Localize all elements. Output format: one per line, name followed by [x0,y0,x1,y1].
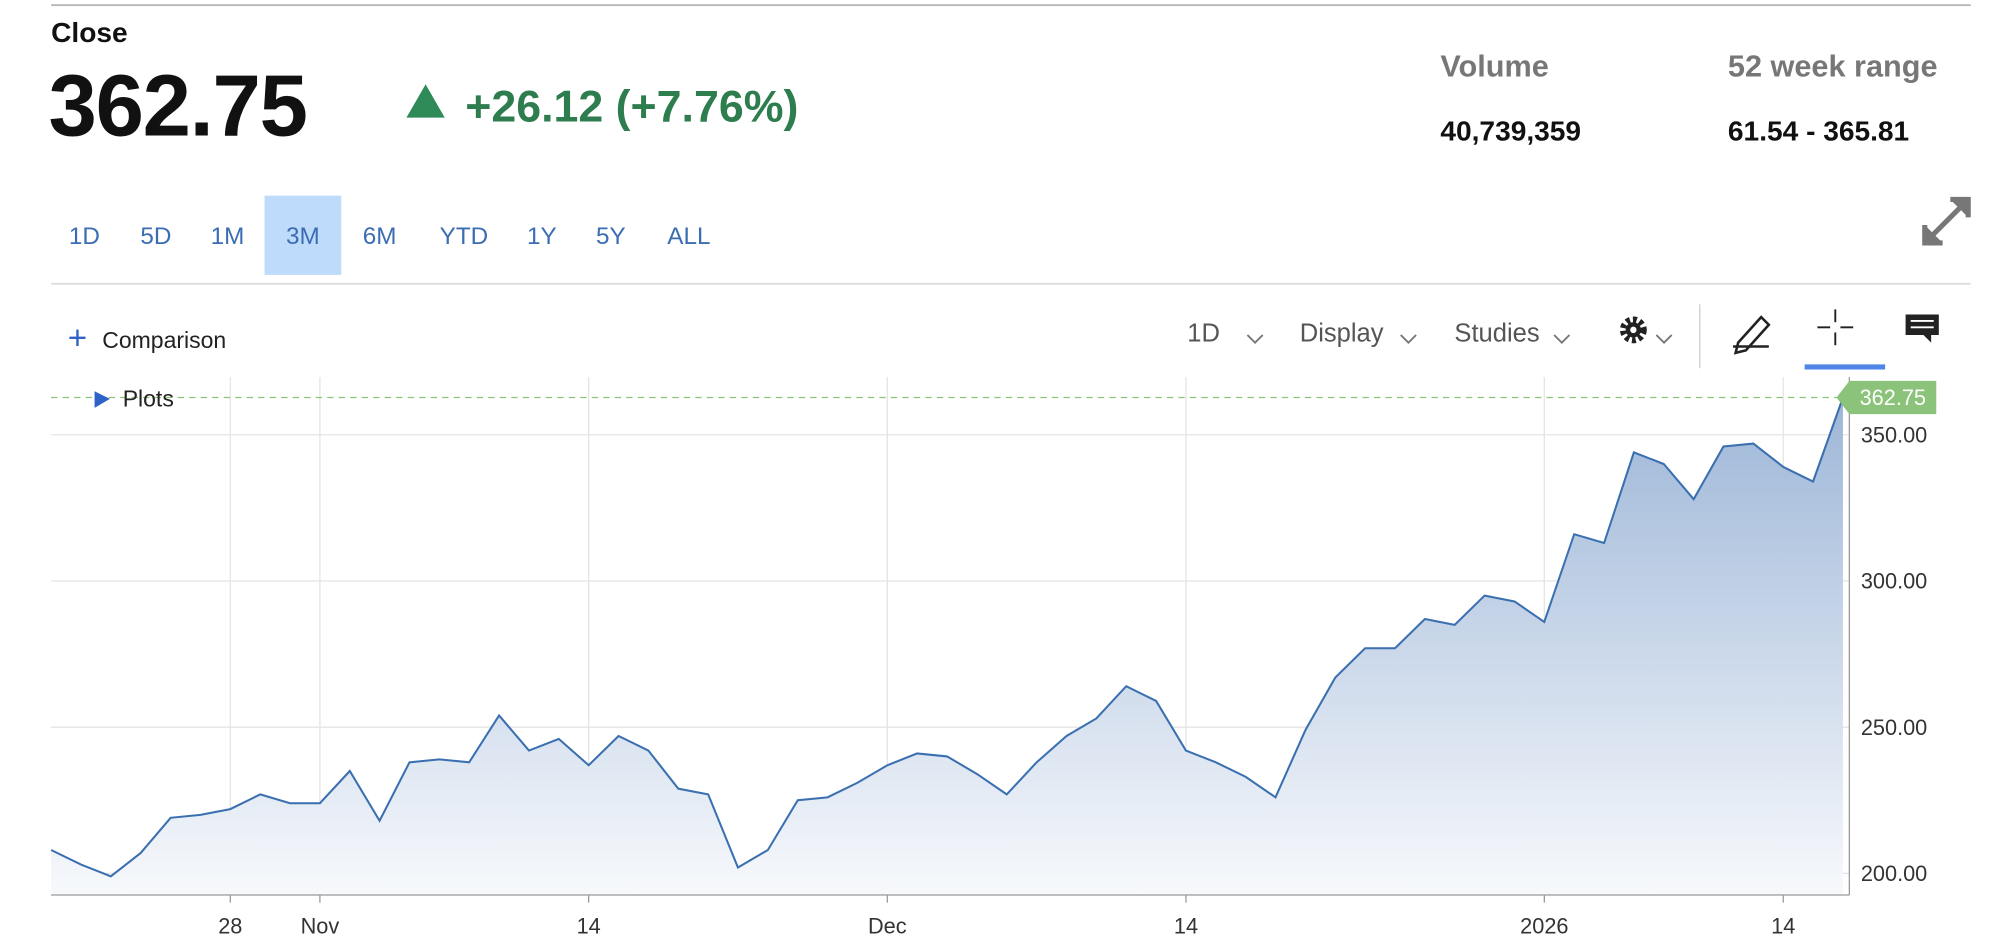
range-button[interactable]: 3M [264,195,342,275]
plots-toggle[interactable]: Plots [94,386,174,412]
volume-value: 40,739,359 [1440,116,1581,147]
range-label: 1Y [527,223,557,250]
range-button[interactable]: 5D [140,223,171,250]
range-label: 6M [363,223,397,250]
comparison-label: Comparison [102,327,226,353]
range-button[interactable]: 6M [363,223,397,250]
last-price-label: 362.75 [1860,385,1926,410]
range-label: 5Y [596,223,626,250]
range-button[interactable]: 1D [69,223,100,250]
active-tool-indicator [1804,364,1886,370]
range-label: ALL [667,223,710,250]
range-button[interactable]: 1Y [527,223,557,250]
expand-button[interactable] [1922,196,1971,246]
range-label: 5D [140,223,171,250]
plots-label: Plots [123,386,174,412]
comments-button[interactable] [1905,314,1939,343]
area-fill [51,397,1843,896]
range-label: 3M [286,223,320,250]
y-tick-label: 350.00 [1861,422,1927,447]
settings-menu[interactable] [1619,316,1673,345]
range-label: 1M [211,223,245,250]
y-tick-label: 300.00 [1861,569,1927,594]
draw-button[interactable] [1733,315,1771,355]
range-button[interactable]: 5Y [596,223,626,250]
chevron [1553,334,1571,345]
interval-menu[interactable]: 1D [1187,319,1264,347]
price-change: +26.12 (+7.76%) [465,81,798,131]
x-tick-label: 28 [218,913,242,938]
range-label: 52 week range [1728,50,1938,84]
x-tick-label: Dec [868,913,907,938]
range-selector: 1D 5D 1M 3M 6M YTD 1Y 5Y ALL [69,195,710,275]
chart: 200.00 250.00 300.00 350.00 28 Nov 14 Dec 14 2026… [50,377,1937,938]
chevron [1246,334,1264,345]
interval-label: 1D [1187,319,1220,347]
display-label: Display [1300,319,1384,347]
crosshair-button[interactable] [1817,309,1854,346]
display-menu[interactable]: Display [1300,319,1417,347]
chevron [1400,334,1417,345]
y-tick-label: 250.00 [1861,715,1927,740]
x-tick-label: 14 [577,913,601,938]
range-value: 61.54 - 365.81 [1728,116,1909,147]
active-range-bg [264,195,342,275]
close-label: Close [51,17,128,48]
comparison-button[interactable]: + Comparison [68,320,226,357]
x-tick-label: 14 [1771,913,1795,938]
x-tick-label: 14 [1174,913,1198,938]
range-button[interactable]: ALL [667,223,710,250]
price-line [50,397,1844,878]
last-price-flag [1836,380,1937,415]
close-price: 362.75 [49,58,307,155]
range-button[interactable]: YTD [440,223,489,250]
x-tick-label: Nov [301,913,340,938]
y-tick-label: 200.00 [1861,861,1927,886]
plots-arrow [94,391,110,408]
studies-menu[interactable]: Studies [1454,319,1571,347]
up-arrow [406,84,445,118]
plus-icon: + [68,320,87,357]
range-label: YTD [440,223,489,250]
x-tick-label: 2026 [1520,913,1568,938]
range-label: 1D [69,223,100,250]
studies-label: Studies [1454,319,1539,347]
volume-label: Volume [1440,50,1548,84]
range-button[interactable]: 1M [211,223,245,250]
